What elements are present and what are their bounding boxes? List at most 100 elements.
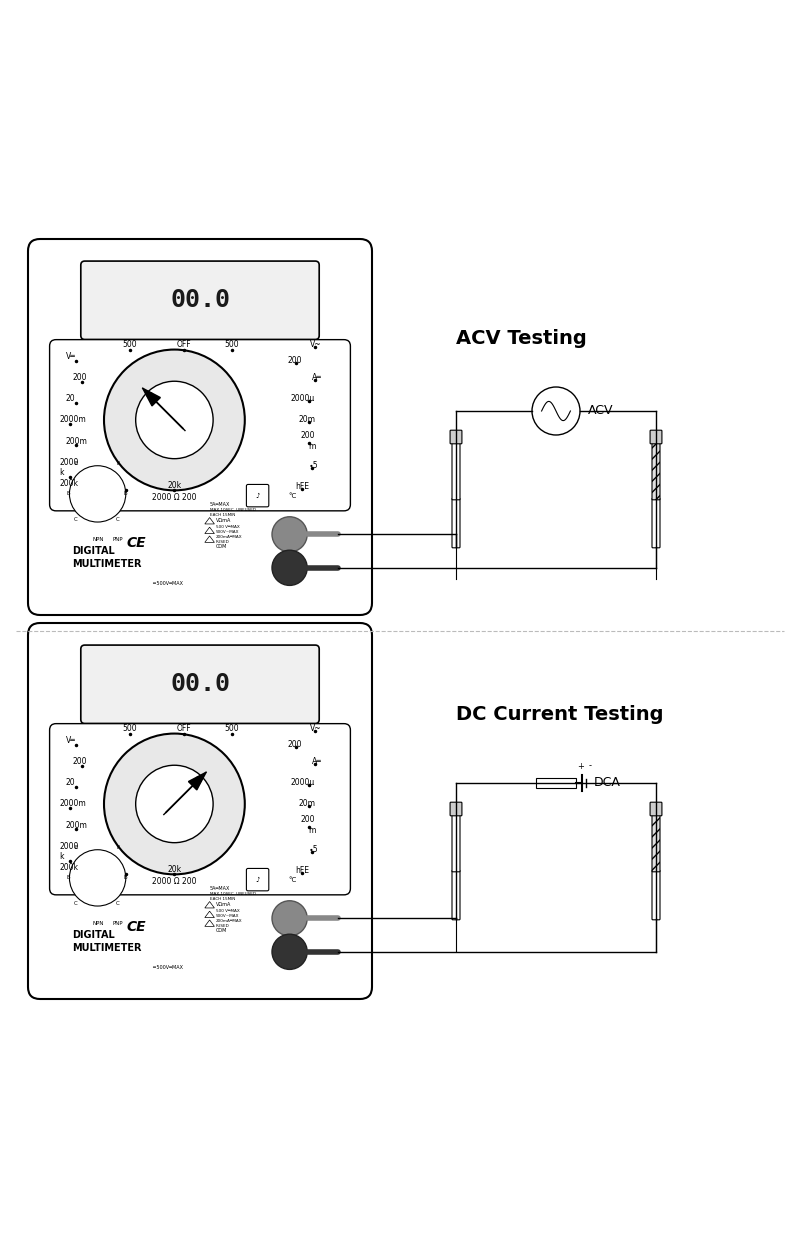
Text: V═: V═ <box>66 736 75 745</box>
Text: B: B <box>66 492 70 497</box>
Text: ∙5: ∙5 <box>309 461 318 470</box>
FancyBboxPatch shape <box>50 340 350 510</box>
Text: NPN: NPN <box>93 922 104 927</box>
Text: OFF: OFF <box>177 724 191 732</box>
Text: 20: 20 <box>66 394 75 404</box>
Text: 5A═MAX: 5A═MAX <box>210 885 230 890</box>
FancyBboxPatch shape <box>50 724 350 895</box>
Text: FUSED: FUSED <box>216 924 230 928</box>
Text: 20m: 20m <box>298 800 315 809</box>
Text: 20k: 20k <box>167 482 182 490</box>
Text: 2000μ: 2000μ <box>291 779 315 788</box>
FancyBboxPatch shape <box>81 645 319 724</box>
Text: 500V~MAX: 500V~MAX <box>216 914 239 918</box>
Text: E: E <box>116 460 120 465</box>
Text: VΩmA: VΩmA <box>216 518 231 523</box>
Text: 200
m: 200 m <box>301 815 315 835</box>
Text: 200mA═MAX: 200mA═MAX <box>216 534 242 538</box>
Text: V~: V~ <box>310 340 322 349</box>
Text: °C: °C <box>289 877 297 883</box>
Text: CE: CE <box>126 920 146 934</box>
Polygon shape <box>205 518 214 524</box>
Text: 200: 200 <box>72 757 86 766</box>
Text: V~: V~ <box>310 724 322 732</box>
Text: 500 V═MAX: 500 V═MAX <box>216 909 240 913</box>
FancyBboxPatch shape <box>652 870 660 919</box>
Text: hFE: hFE <box>294 867 309 875</box>
Text: COM: COM <box>216 928 227 933</box>
Circle shape <box>136 765 213 843</box>
FancyBboxPatch shape <box>452 443 460 500</box>
Text: DIGITAL
MULTIMETER: DIGITAL MULTIMETER <box>72 545 142 569</box>
Polygon shape <box>205 535 214 543</box>
Text: E: E <box>74 460 78 465</box>
FancyBboxPatch shape <box>81 261 319 340</box>
Text: 500: 500 <box>225 340 239 349</box>
Text: 500: 500 <box>225 724 239 732</box>
Text: ∙5: ∙5 <box>309 845 318 854</box>
Text: 2000
k
200k: 2000 k 200k <box>59 841 78 872</box>
Text: 2000
k
200k: 2000 k 200k <box>59 458 78 488</box>
Text: ACV Testing: ACV Testing <box>456 330 586 349</box>
Text: 200m: 200m <box>66 436 87 445</box>
Text: A═: A═ <box>312 374 322 382</box>
Text: 00.0: 00.0 <box>170 672 230 696</box>
Circle shape <box>104 734 245 874</box>
Text: 500V~MAX: 500V~MAX <box>216 529 239 534</box>
Text: NPN: NPN <box>93 538 104 543</box>
Text: hFE: hFE <box>294 483 309 492</box>
Polygon shape <box>205 912 214 918</box>
FancyBboxPatch shape <box>452 814 460 872</box>
Text: COM: COM <box>216 544 227 549</box>
Circle shape <box>272 551 307 586</box>
Polygon shape <box>205 920 214 927</box>
Text: C: C <box>116 900 120 905</box>
FancyBboxPatch shape <box>652 814 660 872</box>
Text: 2000m: 2000m <box>59 800 86 809</box>
Text: E: E <box>74 845 78 850</box>
Circle shape <box>272 934 307 969</box>
FancyBboxPatch shape <box>652 443 660 500</box>
Polygon shape <box>189 772 206 790</box>
Text: ACV: ACV <box>588 405 614 418</box>
Circle shape <box>70 850 126 907</box>
Text: 200
m: 200 m <box>301 431 315 450</box>
Polygon shape <box>205 527 214 533</box>
Text: 20k: 20k <box>167 865 182 874</box>
Text: PNP: PNP <box>113 922 123 927</box>
Text: -: - <box>589 761 592 771</box>
Text: MAX 10SEC  UNFUSED: MAX 10SEC UNFUSED <box>210 892 256 897</box>
Text: V═: V═ <box>66 352 75 361</box>
Text: C: C <box>74 900 78 905</box>
Text: EACH 15MIN: EACH 15MIN <box>210 513 235 517</box>
Text: 200mA═MAX: 200mA═MAX <box>216 919 242 923</box>
Text: ♪: ♪ <box>255 493 260 499</box>
Text: B: B <box>124 875 127 880</box>
Bar <box>536 779 576 788</box>
Text: 2000μ: 2000μ <box>291 394 315 404</box>
FancyBboxPatch shape <box>28 623 372 999</box>
FancyBboxPatch shape <box>650 803 662 816</box>
FancyBboxPatch shape <box>246 484 269 507</box>
Circle shape <box>272 900 307 935</box>
Text: 500: 500 <box>122 724 137 732</box>
FancyBboxPatch shape <box>450 803 462 816</box>
Text: 200m: 200m <box>66 820 87 830</box>
Text: FUSED: FUSED <box>216 540 230 544</box>
Text: DC Current Testing: DC Current Testing <box>456 706 663 725</box>
Text: 2000 Ω 200: 2000 Ω 200 <box>152 493 197 503</box>
FancyBboxPatch shape <box>450 430 462 444</box>
Text: °C: °C <box>289 493 297 499</box>
Text: C: C <box>74 517 78 522</box>
Text: EACH 15MIN: EACH 15MIN <box>210 897 235 900</box>
Text: 200: 200 <box>288 356 302 365</box>
Text: OFF: OFF <box>177 340 191 349</box>
Circle shape <box>272 517 307 552</box>
Text: 5A═MAX: 5A═MAX <box>210 502 230 507</box>
Circle shape <box>532 387 580 435</box>
Text: 00.0: 00.0 <box>170 288 230 312</box>
Text: ═ 500V═MAX: ═ 500V═MAX <box>152 581 183 586</box>
Text: E: E <box>116 845 120 850</box>
FancyBboxPatch shape <box>652 498 660 548</box>
Circle shape <box>70 465 126 522</box>
